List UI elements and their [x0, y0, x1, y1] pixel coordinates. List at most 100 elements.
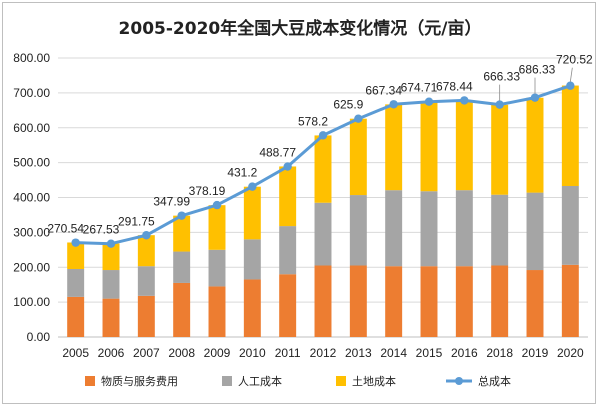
bar-segment [137, 235, 155, 267]
bar-segment [420, 101, 438, 192]
total-point [248, 182, 257, 191]
x-tick-label: 2010 [239, 346, 266, 360]
x-tick-label: 2015 [416, 346, 443, 360]
total-point [424, 97, 434, 106]
bar-segment [137, 266, 155, 296]
bar-segment [385, 266, 403, 337]
bar-segment [349, 265, 367, 337]
bar-segment [173, 251, 191, 283]
total-point [142, 231, 151, 240]
bar-segment [208, 205, 226, 250]
bar-segment [208, 249, 226, 287]
total-data-label: 578.2 [298, 114, 328, 128]
total-point [354, 114, 363, 123]
total-point [177, 211, 186, 220]
total-data-label: 378.19 [189, 184, 226, 198]
bar-segment [420, 266, 438, 337]
bar-segment [208, 286, 226, 337]
x-tick-label: 2008 [168, 346, 195, 360]
bar-segment [314, 265, 332, 337]
total-point [283, 162, 292, 171]
y-tick-label: 400.00 [13, 191, 50, 205]
x-tick-label: 2013 [345, 346, 372, 360]
bar-segment [137, 295, 155, 337]
y-tick-label: 200.00 [13, 260, 50, 274]
bar-segment [491, 104, 509, 195]
bar-segment [420, 191, 438, 267]
bar-segment [243, 186, 261, 240]
total-point [71, 238, 80, 247]
bar-segment [526, 270, 544, 337]
total-data-label: 267.53 [83, 223, 120, 237]
x-tick-label: 2018 [486, 346, 513, 360]
bar-segment [526, 97, 544, 193]
bar-segment [279, 226, 297, 275]
bar-segment [173, 215, 191, 252]
total-data-label: 431.2 [227, 166, 257, 180]
bar-segment [455, 100, 473, 191]
y-tick-label: 300.00 [13, 225, 50, 239]
x-tick-label: 2011 [275, 346, 301, 360]
bar-segment [243, 239, 261, 280]
legend: 物质与服务费用 人工成本 土地成本 总成本 [85, 374, 511, 388]
total-data-label: 291.75 [118, 214, 155, 228]
bar-segment [491, 265, 509, 337]
bar-segment [102, 243, 120, 271]
total-data-label: 488.77 [259, 146, 296, 160]
x-tick-label: 2007 [133, 346, 160, 360]
bar-segment [67, 296, 85, 337]
y-tick-label: 700.00 [13, 86, 50, 100]
total-point [566, 81, 575, 90]
y-tick-label: 600.00 [13, 121, 50, 135]
total-data-label: 686.33 [519, 63, 556, 77]
bar-segment [561, 264, 579, 337]
total-data-label: 667.34 [365, 83, 402, 97]
bar-segment [279, 274, 297, 337]
chart-title: 2005-2020年全国大豆成本变化情况（元/亩） [119, 18, 482, 39]
bar-segment [349, 118, 367, 196]
legend-label: 物质与服务费用 [101, 374, 178, 388]
x-tick-label: 2019 [522, 346, 549, 360]
total-data-label: 720.52 [556, 53, 593, 67]
y-tick-label: 0.00 [27, 330, 51, 344]
x-tick-label: 2014 [380, 346, 407, 360]
total-point [318, 131, 328, 140]
total-point [530, 93, 540, 102]
bar-segment [349, 195, 367, 266]
total-point [106, 239, 116, 248]
legend-marker [455, 377, 463, 385]
legend-swatch [336, 376, 346, 386]
bar-segment [526, 192, 544, 271]
total-data-label: 625.9 [333, 98, 363, 112]
y-tick-label: 500.00 [13, 156, 50, 170]
total-data-label: 347.99 [153, 195, 190, 209]
bar-segment [385, 190, 403, 267]
x-tick-label: 2016 [451, 346, 478, 360]
x-tick-label: 2020 [557, 346, 584, 360]
bar-segment [279, 166, 297, 227]
y-tick-label: 100.00 [13, 295, 50, 309]
legend-label: 总成本 [478, 374, 511, 388]
y-axis: 0.00 100.00 200.00 300.00 400.00 500.00 600.00… [13, 51, 50, 344]
x-tick-label: 2009 [204, 346, 231, 360]
legend-label: 土地成本 [352, 374, 396, 388]
legend-swatch [85, 376, 95, 386]
label-leader-line [569, 67, 573, 82]
total-data-label: 674.71 [401, 81, 438, 95]
bar-segment [314, 202, 332, 266]
y-tick-label: 800.00 [13, 51, 50, 65]
bar-segment [102, 298, 120, 337]
bar-segment [561, 85, 579, 186]
total-point [495, 100, 504, 109]
bar-segment [455, 266, 473, 337]
x-tick-label: 2005 [62, 346, 89, 360]
total-data-label: 666.33 [483, 70, 520, 84]
bar-segment [243, 279, 261, 337]
total-line [71, 81, 575, 248]
bar-segment [455, 190, 473, 267]
total-data-label: 678.44 [436, 79, 473, 93]
bars [67, 85, 579, 337]
bar-segment [561, 185, 579, 265]
